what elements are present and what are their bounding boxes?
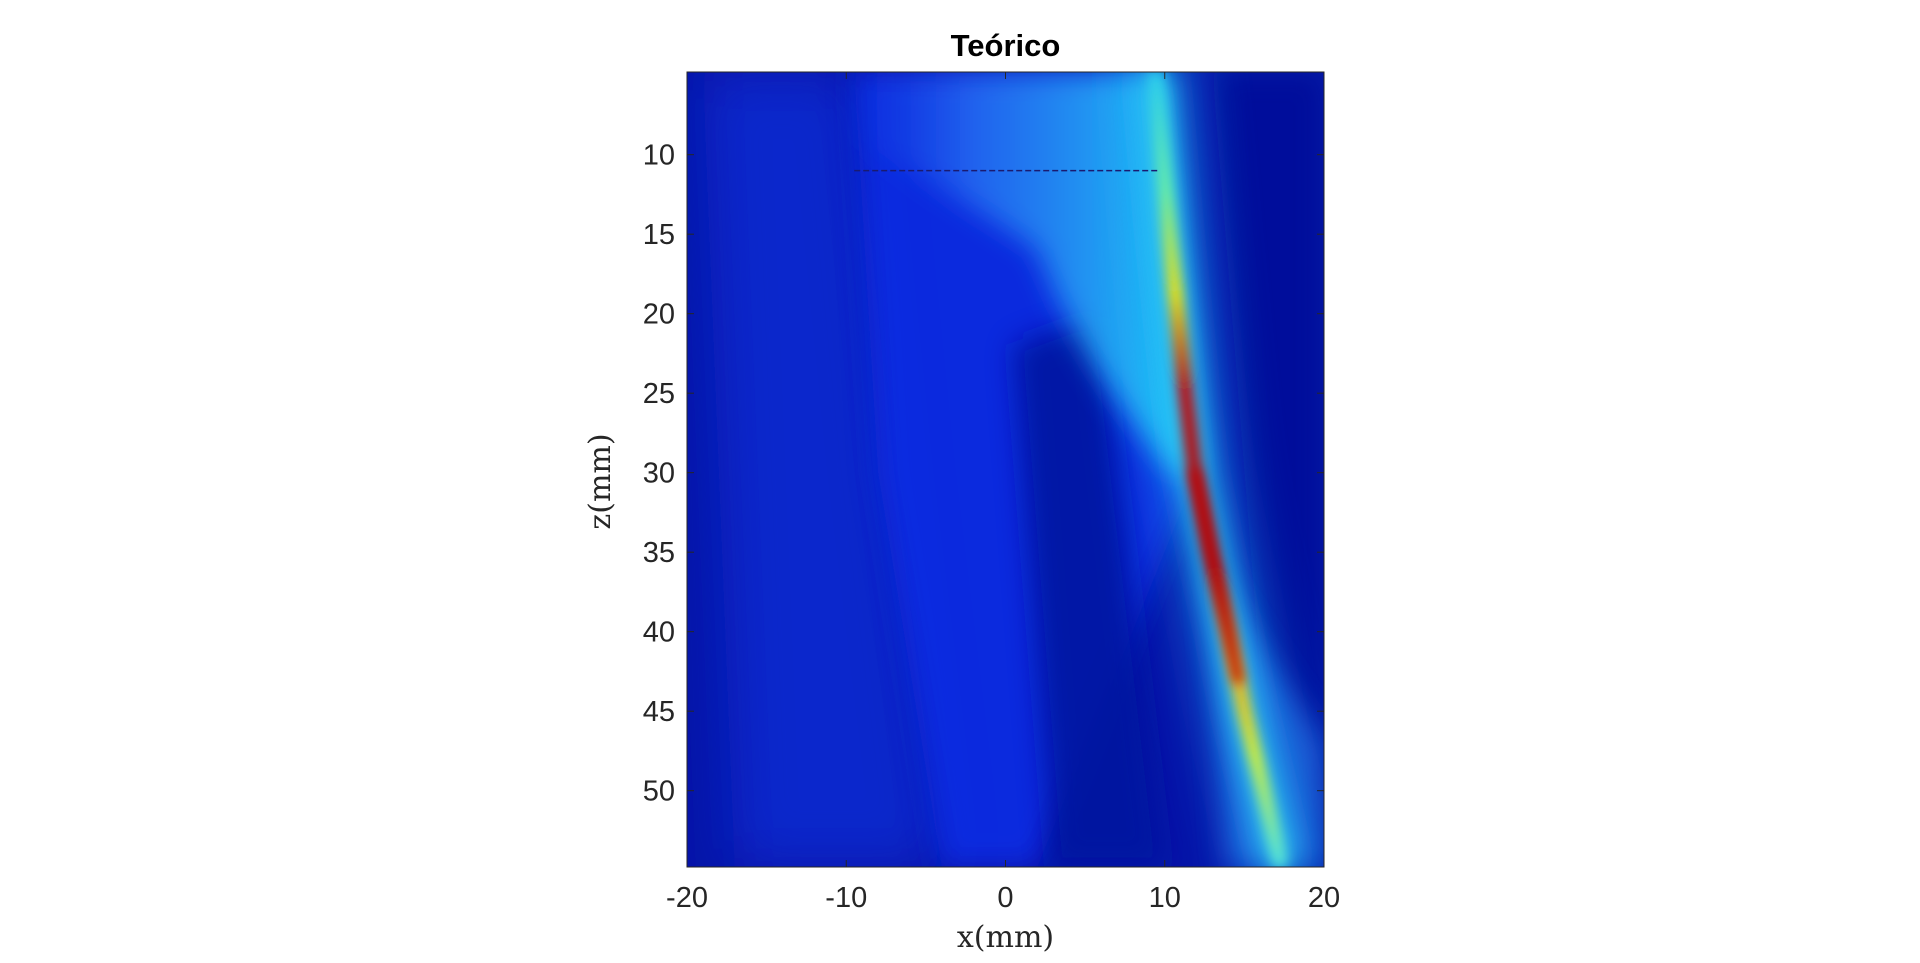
y-tick-label: 50 (643, 776, 675, 808)
x-tick-label: 0 (997, 882, 1013, 914)
field-layers (702, 72, 1324, 867)
x-tick-label: -20 (666, 882, 708, 914)
chart-title: Teórico (951, 28, 1061, 63)
y-axis: 10 15 20 25 30 35 40 45 50 (643, 140, 1324, 808)
x-axis-label: x(mm) (957, 920, 1054, 955)
plot-area (687, 72, 1324, 867)
y-axis-label: z(mm) (583, 433, 618, 529)
y-tick-label: 45 (643, 696, 675, 728)
y-tick-label: 20 (643, 299, 675, 331)
x-tick-label: 20 (1308, 882, 1340, 914)
side-lobe-left (702, 72, 942, 867)
y-tick-label: 40 (643, 617, 675, 649)
converging-fan (854, 72, 1196, 473)
focal-peak (1190, 468, 1243, 684)
dark-right-region (1212, 72, 1324, 867)
dark-shadow-band (1013, 313, 1165, 867)
x-tick-label: 10 (1149, 882, 1181, 914)
y-tick-label: 30 (643, 458, 675, 490)
y-tick-label: 10 (643, 140, 675, 172)
y-tick-label: 25 (643, 378, 675, 410)
x-tick-label: -10 (825, 882, 867, 914)
y-tick-label: 35 (643, 537, 675, 569)
y-tick-label: 15 (643, 219, 675, 251)
x-axis: -20 -10 0 10 20 (666, 72, 1340, 914)
